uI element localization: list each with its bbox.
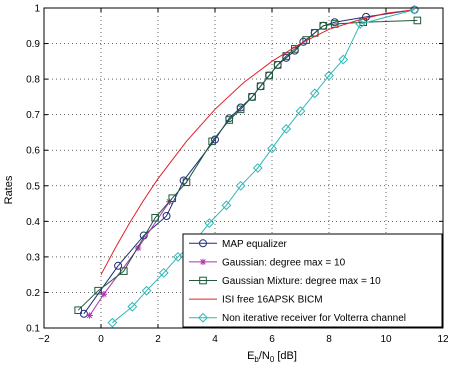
data-point	[94, 286, 102, 295]
data-point	[281, 123, 292, 134]
legend-swatch-marker	[199, 239, 207, 248]
data-point	[295, 106, 306, 117]
x-tick-label: 2	[155, 334, 161, 345]
legend-entry: ISI free 16APSK BICM	[189, 295, 323, 306]
data-point	[107, 317, 118, 328]
ticks: −2 0 2 4 6 8 10 12 0.1 0.2 0.3 0.4 0.5 0.6 0.7 0.8 0.9 1	[26, 4, 449, 346]
legend-entry: Gaussian: degree max = 10	[189, 257, 346, 268]
x-axis-label-mid: /N	[259, 350, 270, 362]
data-point	[141, 285, 152, 296]
data-point	[173, 251, 183, 262]
data-point	[134, 244, 142, 252]
y-tick-label: 0.8	[26, 75, 40, 86]
data-point	[248, 93, 256, 101]
data-point	[168, 194, 177, 203]
legend-label: MAP equalizer	[222, 239, 288, 250]
y-tick-label: 0.1	[26, 324, 40, 335]
data-point	[221, 200, 232, 211]
legend-label: Gaussian: degree max = 10	[222, 257, 346, 268]
data-point	[225, 116, 234, 124]
data-point	[309, 88, 320, 99]
data-point	[151, 213, 159, 222]
series-line	[100, 9, 415, 275]
legend-label: Non iterative receiver for Volterra chan…	[222, 313, 406, 324]
y-tick-label: 1	[34, 4, 40, 15]
data-point	[265, 71, 273, 80]
data-point	[319, 21, 328, 30]
data-point	[256, 82, 265, 91]
data-point	[267, 143, 277, 154]
legend-entry: MAP equalizer	[189, 239, 288, 250]
legend-label: Gaussian Mixture: degree max = 10	[222, 276, 381, 287]
x-tick-label: 12	[437, 334, 449, 345]
y-tick-label: 0.2	[26, 288, 40, 299]
x-axis-label-unit: [dB]	[274, 350, 297, 362]
data-point	[273, 61, 282, 69]
x-axis-label-sub1: b	[254, 355, 259, 364]
series-layer	[74, 4, 422, 328]
data-point	[74, 306, 83, 315]
x-tick-label: 0	[98, 334, 104, 345]
legend-label: ISI free 16APSK BICM	[222, 295, 323, 306]
data-point	[236, 105, 245, 114]
data-point	[114, 261, 123, 270]
plot-frame	[43, 7, 444, 329]
series-line	[112, 9, 415, 324]
x-tick-label: 8	[326, 334, 332, 345]
y-tick-label: 0.6	[26, 146, 40, 157]
y-tick-label: 0.4	[26, 217, 40, 228]
legend-entry: Non iterative receiver for Volterra chan…	[189, 312, 406, 324]
x-axis-label: Eb/N0 [dB]	[247, 350, 297, 364]
y-tick-label: 0.9	[26, 39, 40, 50]
legend-swatch-marker	[198, 312, 208, 323]
data-point	[208, 137, 216, 146]
legend: MAP equalizer Gaussian: degree max = 10 Ga…	[182, 233, 443, 328]
x-tick-label: −2	[38, 334, 50, 345]
data-point	[302, 36, 310, 44]
y-tick-label: 0.3	[26, 252, 40, 263]
legend-entry: Gaussian Mixture: degree max = 10	[189, 276, 381, 287]
data-point	[204, 218, 215, 229]
data-point	[252, 163, 263, 173]
x-tick-label: 10	[380, 334, 392, 345]
legend-swatch-marker	[199, 258, 207, 266]
data-point	[324, 70, 334, 81]
x-tick-label: 4	[212, 334, 218, 345]
data-point	[338, 54, 349, 65]
data-point	[413, 16, 422, 25]
x-axis-label-sub2: 0	[270, 355, 275, 364]
y-tick-label: 0.7	[26, 110, 40, 121]
x-tick-label: 6	[269, 334, 275, 345]
data-point	[235, 180, 246, 191]
data-point	[100, 291, 108, 298]
y-tick-label: 0.5	[26, 181, 40, 192]
legend-swatch-marker	[199, 276, 207, 285]
data-point	[127, 301, 138, 312]
data-point	[162, 212, 171, 220]
series-4	[100, 9, 415, 275]
data-point	[120, 267, 128, 275]
data-point	[182, 178, 191, 187]
data-point	[355, 19, 366, 29]
x-axis-label-main: E	[247, 350, 254, 362]
data-point	[86, 312, 93, 319]
data-point	[158, 267, 169, 278]
legend-box	[182, 233, 443, 328]
y-axis-label: Rates	[3, 175, 15, 204]
